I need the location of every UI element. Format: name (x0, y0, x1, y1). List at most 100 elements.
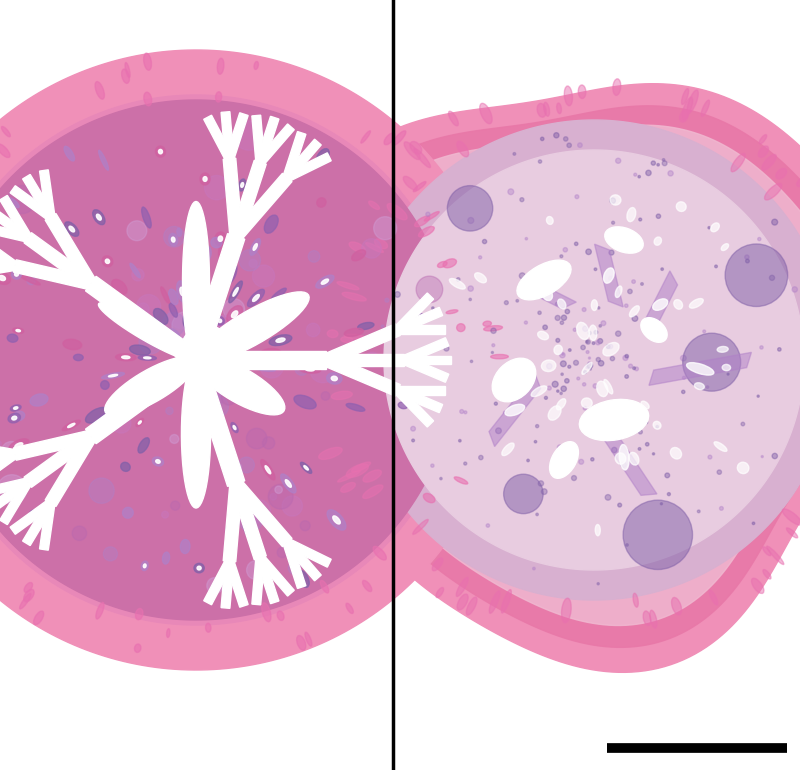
Circle shape (478, 455, 483, 460)
Circle shape (444, 346, 449, 351)
Ellipse shape (502, 590, 511, 613)
Ellipse shape (13, 411, 25, 420)
Ellipse shape (641, 401, 649, 409)
Ellipse shape (227, 529, 230, 534)
Circle shape (469, 298, 471, 300)
Circle shape (486, 524, 490, 527)
Circle shape (757, 395, 759, 397)
Ellipse shape (169, 233, 178, 246)
Ellipse shape (438, 262, 447, 267)
Circle shape (581, 345, 586, 350)
Ellipse shape (218, 239, 224, 257)
Polygon shape (39, 170, 55, 217)
Circle shape (578, 460, 584, 464)
Circle shape (682, 390, 685, 393)
Ellipse shape (199, 395, 204, 413)
Circle shape (277, 547, 288, 557)
Ellipse shape (298, 571, 310, 588)
Ellipse shape (34, 611, 44, 624)
Circle shape (524, 321, 527, 324)
Ellipse shape (277, 611, 284, 621)
Circle shape (562, 353, 564, 355)
Circle shape (593, 383, 598, 388)
Ellipse shape (762, 547, 771, 556)
Ellipse shape (265, 466, 270, 474)
Circle shape (527, 459, 530, 462)
Ellipse shape (690, 299, 703, 308)
Circle shape (513, 152, 516, 156)
Circle shape (660, 503, 662, 505)
Ellipse shape (595, 524, 600, 536)
Circle shape (760, 346, 763, 349)
Ellipse shape (674, 300, 682, 310)
Circle shape (8, 186, 36, 213)
Ellipse shape (344, 328, 363, 336)
Circle shape (468, 217, 474, 223)
Circle shape (536, 513, 538, 516)
Ellipse shape (226, 526, 231, 537)
Ellipse shape (122, 356, 130, 359)
Circle shape (206, 380, 224, 397)
Ellipse shape (436, 588, 444, 598)
Polygon shape (22, 501, 54, 546)
Ellipse shape (262, 392, 278, 404)
Ellipse shape (542, 360, 556, 372)
Ellipse shape (122, 507, 134, 518)
Ellipse shape (643, 611, 651, 625)
Circle shape (412, 439, 414, 442)
Circle shape (103, 547, 118, 561)
Ellipse shape (253, 294, 259, 302)
Circle shape (598, 306, 600, 309)
Ellipse shape (114, 313, 124, 322)
Ellipse shape (98, 413, 112, 425)
Ellipse shape (250, 239, 261, 256)
Ellipse shape (144, 53, 151, 70)
Ellipse shape (373, 547, 386, 560)
Ellipse shape (93, 209, 105, 225)
Ellipse shape (341, 336, 353, 343)
Ellipse shape (74, 354, 83, 360)
Ellipse shape (615, 286, 622, 297)
Circle shape (574, 242, 578, 246)
Polygon shape (326, 105, 800, 648)
Ellipse shape (387, 203, 407, 219)
Circle shape (606, 345, 610, 349)
Ellipse shape (304, 466, 308, 470)
Circle shape (569, 349, 571, 351)
Polygon shape (24, 233, 94, 289)
Polygon shape (22, 175, 54, 219)
Polygon shape (226, 112, 248, 160)
Circle shape (545, 397, 547, 400)
Polygon shape (0, 100, 456, 620)
Ellipse shape (138, 421, 142, 424)
Ellipse shape (603, 268, 614, 283)
Ellipse shape (42, 248, 48, 253)
Ellipse shape (615, 453, 626, 464)
Circle shape (596, 357, 600, 362)
Ellipse shape (266, 396, 273, 400)
Ellipse shape (722, 364, 730, 370)
Polygon shape (649, 353, 751, 385)
Ellipse shape (424, 212, 439, 221)
Ellipse shape (782, 509, 800, 525)
Ellipse shape (130, 263, 140, 278)
Circle shape (596, 340, 600, 345)
Ellipse shape (418, 226, 434, 237)
Ellipse shape (591, 300, 598, 310)
Circle shape (665, 473, 670, 477)
Polygon shape (402, 338, 449, 364)
Ellipse shape (138, 437, 150, 453)
Circle shape (741, 422, 745, 426)
Circle shape (583, 407, 586, 410)
Ellipse shape (134, 644, 141, 652)
Circle shape (717, 470, 722, 474)
Polygon shape (45, 434, 96, 507)
Ellipse shape (346, 603, 354, 614)
Ellipse shape (253, 243, 258, 250)
Ellipse shape (610, 195, 621, 205)
Ellipse shape (214, 232, 226, 246)
Circle shape (592, 342, 595, 344)
Polygon shape (187, 357, 245, 487)
Circle shape (626, 544, 628, 546)
Circle shape (214, 352, 226, 363)
